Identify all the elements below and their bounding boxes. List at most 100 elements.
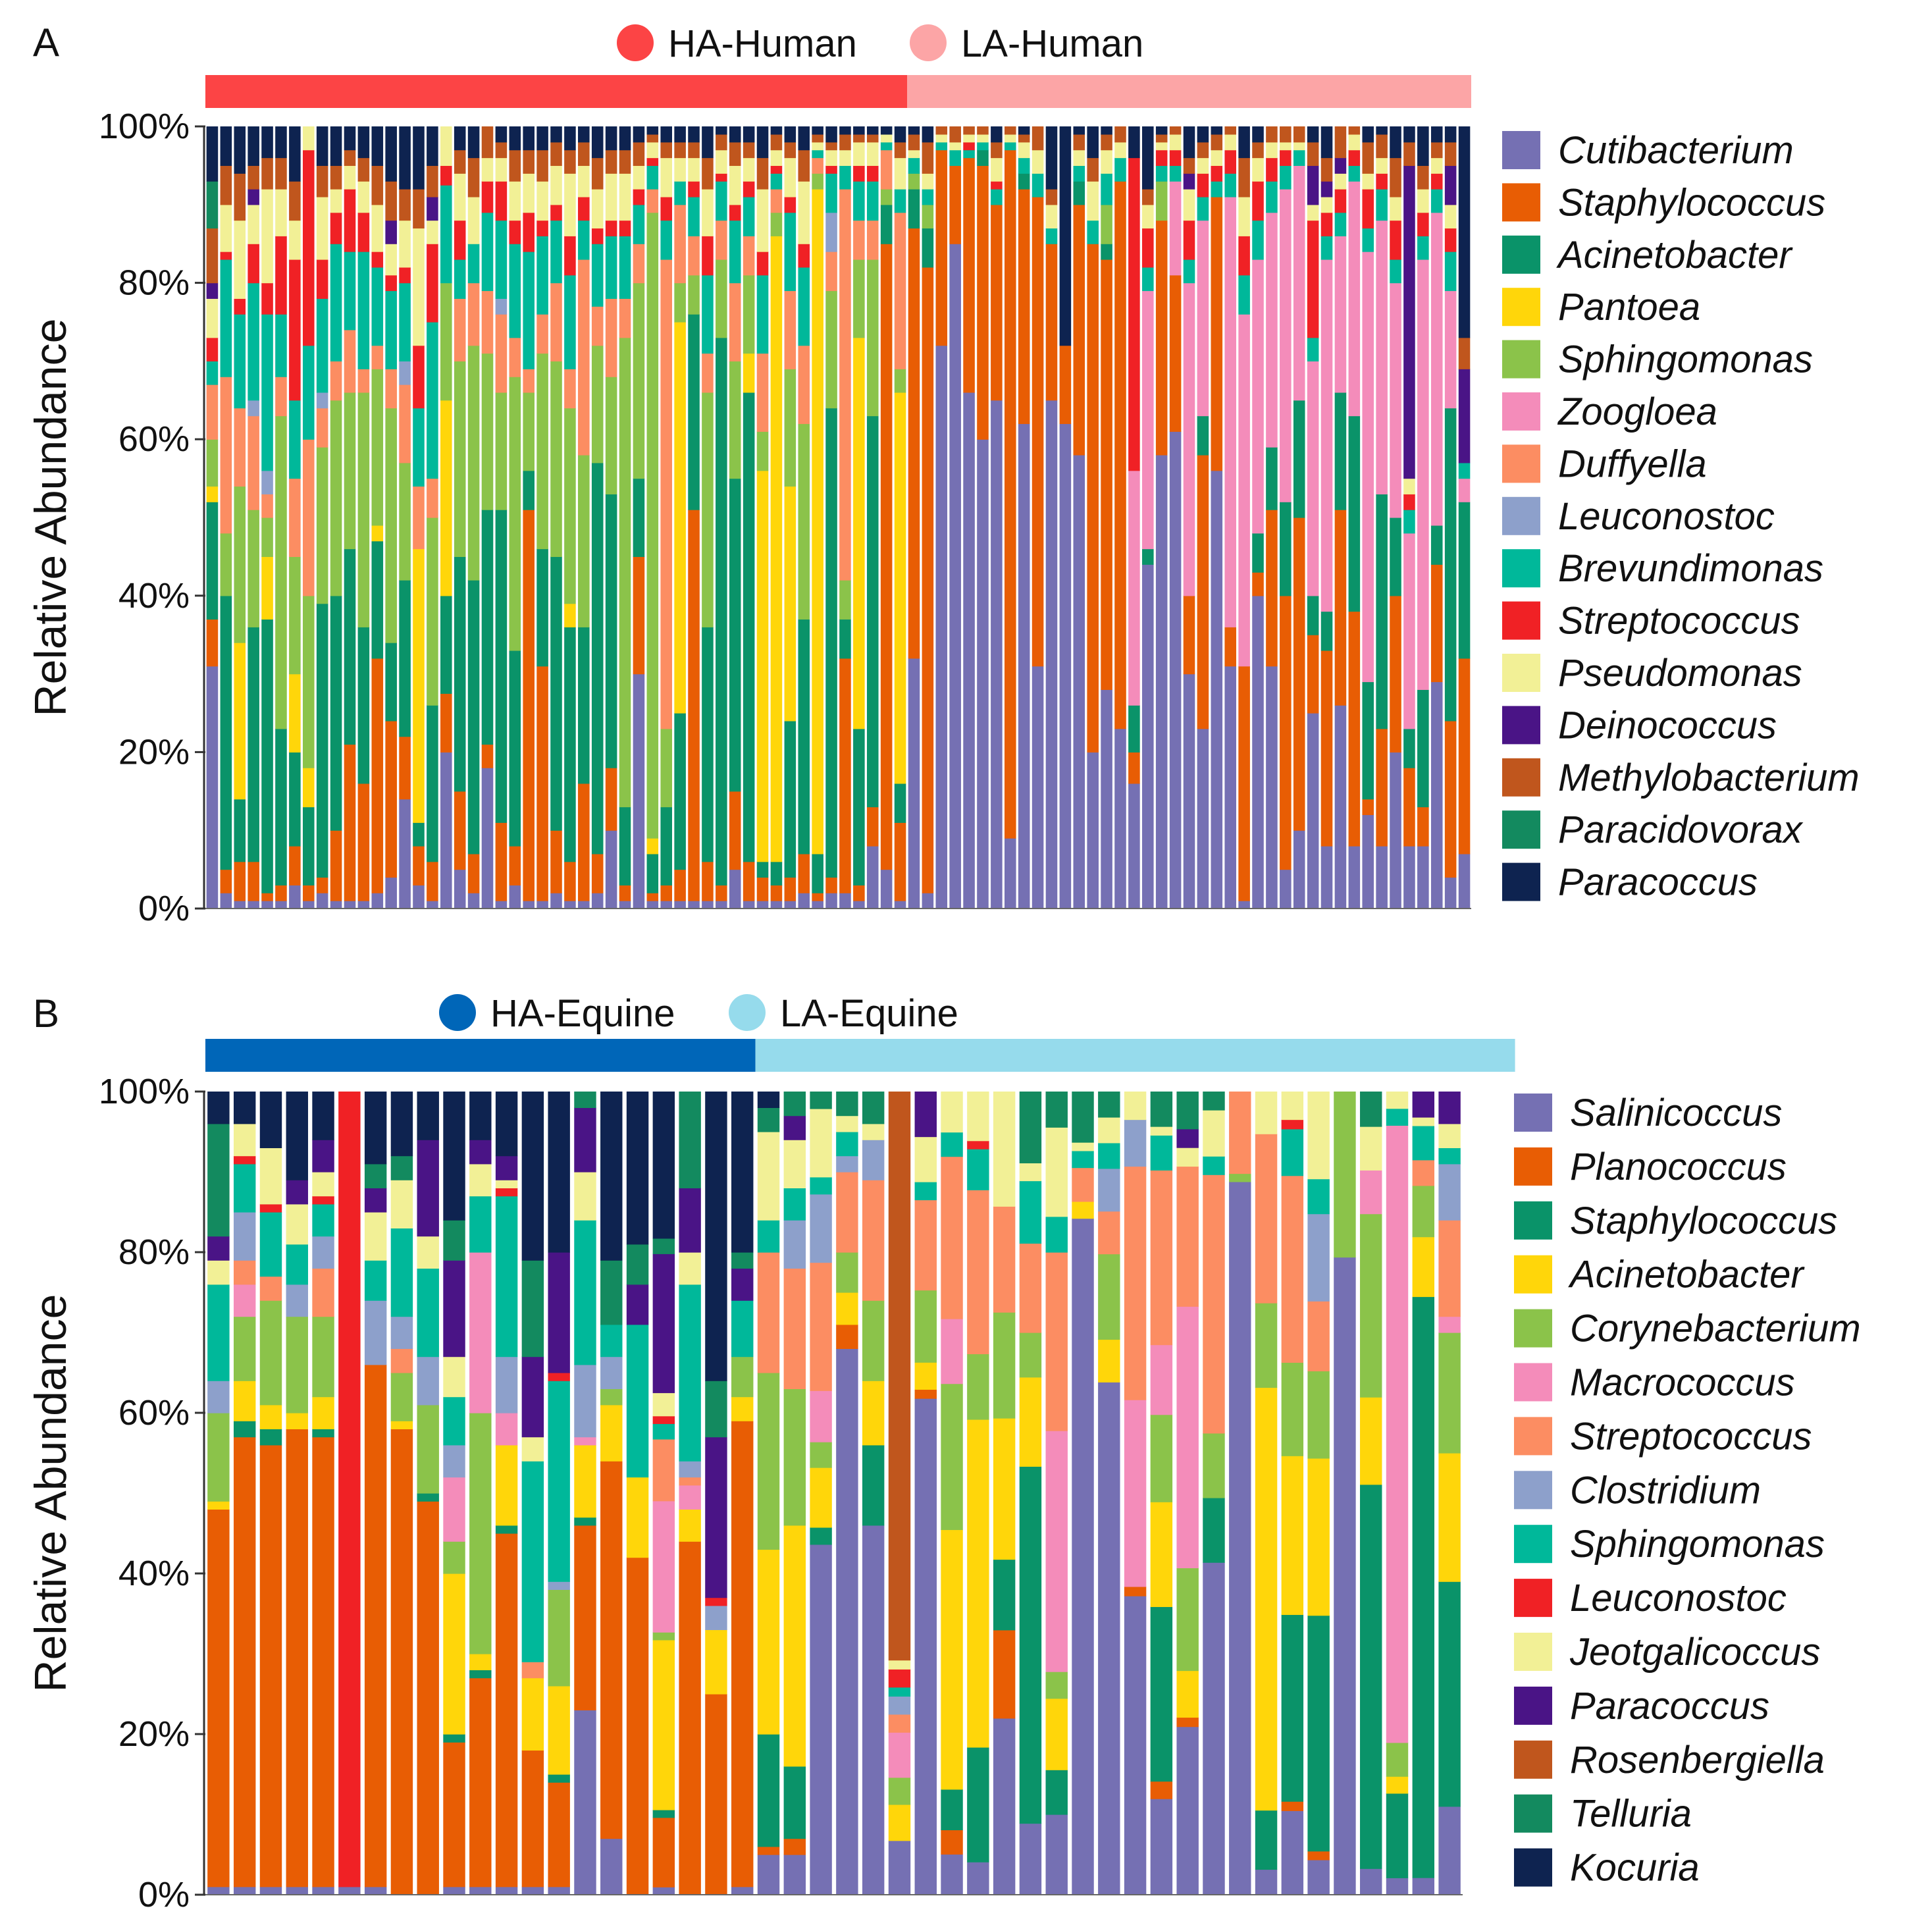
- bar-segment-acinetobacter-sample-86: [1376, 494, 1388, 729]
- bar-segment-paracoccus-sample-41: [756, 126, 769, 159]
- bar-segment-paracoccus-sample-92: [1458, 126, 1471, 338]
- bar-segment-telluria-sample-1: [207, 1123, 230, 1237]
- bar-segment-paracoccus-sample-91: [1444, 126, 1457, 143]
- bar-segment-pseudomonas-sample-91: [1444, 204, 1457, 229]
- bar-segment-staphylococcus-sample-92: [1458, 658, 1471, 855]
- bar-segment-sphingomonas-sample-23: [783, 1188, 806, 1221]
- bar-segment-deinococcus-sample-17: [427, 196, 438, 221]
- bar-segment-sphingomonas-sample-35: [674, 282, 686, 323]
- bar-segment-streptococcus-sample-25: [536, 220, 548, 236]
- bar-segment-methylobacterium-sample-66: [1101, 134, 1112, 151]
- legend-label: Staphylococcus: [1570, 1200, 1837, 1242]
- bar-segment-streptococcus-sample-38: [1176, 1166, 1199, 1307]
- bar-segment-sphingomonas-sample-10: [330, 400, 342, 596]
- bar-segment-streptococcus-sample-74: [1211, 165, 1223, 182]
- bar-segment-corynebacterium-sample-28: [914, 1290, 937, 1363]
- bar-segment-telluria-sample-25: [836, 1092, 858, 1117]
- bar-segment-streptococcus-sample-36: [1124, 1166, 1147, 1400]
- bar-segment-sphingomonas-sample-13: [521, 1461, 544, 1662]
- bar-segment-methylobacterium-sample-4: [248, 165, 259, 190]
- bar-segment-leuconostoc-sample-3: [259, 1203, 282, 1213]
- bar-segment-cutibacterium-sample-62: [1045, 400, 1058, 909]
- bar-segment-streptococcus-sample-30: [605, 220, 617, 236]
- bar-segment-cutibacterium-sample-89: [1417, 845, 1429, 909]
- bar-segment-kocuria-sample-20: [705, 1092, 727, 1381]
- bar-segment-brevundimonas-sample-36: [688, 196, 700, 236]
- bar-segment-acinetobacter-sample-27: [888, 1804, 911, 1841]
- legend-label: Sphingomonas: [1558, 338, 1813, 381]
- bar-segment-pseudomonas-sample-19: [454, 173, 466, 221]
- bar-segment-pseudomonas-sample-70: [1155, 142, 1168, 151]
- bar-segment-streptococcus-sample-42: [770, 165, 783, 174]
- bar-segment-paracoccus-sample-24: [523, 126, 535, 151]
- legend-swatch: [1502, 183, 1540, 222]
- bar-segment-acinetobacter-sample-17: [427, 705, 438, 862]
- bar-segment-pseudomonas-sample-65: [1087, 181, 1099, 221]
- bar-segment-cutibacterium-sample-30: [605, 830, 617, 909]
- bar-segment-duffyella-sample-48: [853, 220, 865, 260]
- bar-segment-sphingomonas-sample-53: [922, 204, 934, 229]
- bar-segment-cutibacterium-sample-44: [798, 893, 810, 909]
- legend-swatch: [1502, 654, 1540, 692]
- bar-segment-staphylococcus-sample-84: [1348, 611, 1361, 847]
- bar-segment-cutibacterium-sample-11: [344, 901, 356, 909]
- bar-segment-pseudomonas-sample-49: [866, 142, 879, 166]
- bar-segment-acinetobacter-sample-32: [633, 478, 645, 557]
- bar-segment-methylobacterium-sample-26: [550, 142, 562, 166]
- bar-segment-staphylococcus-sample-8: [302, 885, 315, 901]
- bar-segment-methylobacterium-sample-91: [1444, 142, 1457, 166]
- bar-segment-sphingomonas-sample-4: [248, 510, 259, 627]
- bar-segment-pseudomonas-sample-71: [1169, 134, 1182, 151]
- bar-segment-brevundimonas-sample-43: [784, 212, 796, 292]
- bar-segment-brevundimonas-sample-74: [1211, 181, 1223, 198]
- bar-segment-paracoccus-sample-3: [234, 126, 246, 174]
- bar-segment-staphylococcus-sample-42: [1281, 1614, 1304, 1802]
- y-tick-label: 20%: [118, 1714, 190, 1754]
- bar-segment-clostridium-sample-5: [312, 1236, 334, 1269]
- bar-segment-cutibacterium-sample-71: [1169, 431, 1182, 909]
- bar-segment-telluria-sample-20: [705, 1381, 727, 1438]
- bar-segment-brevundimonas-sample-41: [756, 275, 769, 354]
- bar-segment-acinetobacter-sample-82: [1320, 611, 1333, 651]
- bar-segment-corynebacterium-sample-37: [1150, 1414, 1173, 1502]
- legend-label: Clostridium: [1570, 1469, 1761, 1512]
- bar-segment-pantoea-sample-40: [743, 353, 755, 393]
- legend-label: Salinicoccus: [1570, 1092, 1782, 1134]
- bar-segment-acinetobacter-sample-13: [521, 1677, 544, 1751]
- bar-segment-acinetobacter-sample-52: [908, 189, 920, 229]
- bar-segment-paracoccus-sample-6: [275, 126, 287, 159]
- bar-segment-telluria-sample-17: [626, 1244, 649, 1285]
- bar-segment-streptococcus-sample-68: [1128, 157, 1140, 471]
- bar-segment-staphylococcus-sample-54: [935, 149, 948, 346]
- bar-segment-paracoccus-sample-38: [716, 126, 727, 135]
- bar-segment-corynebacterium-sample-24: [810, 1442, 832, 1468]
- bar-segment-zoogloea-sample-81: [1307, 361, 1319, 596]
- bar-segment-streptococcus-sample-79: [1280, 149, 1292, 166]
- bar-segment-jeotgalicoccus-sample-26: [862, 1123, 885, 1140]
- bar-segment-brevundimonas-sample-35: [674, 181, 686, 205]
- bar-segment-methylobacterium-sample-59: [1005, 126, 1016, 135]
- bar-segment-pseudomonas-sample-58: [991, 157, 1003, 182]
- bar-segment-acinetobacter-sample-41: [1255, 1387, 1278, 1811]
- bar-segment-pseudomonas-sample-55: [949, 142, 961, 151]
- bar-segment-sphingomonas-sample-21: [731, 1300, 754, 1358]
- bar-segment-methylobacterium-sample-85: [1362, 142, 1374, 174]
- bar-segment-paracoccus-sample-36: [688, 126, 700, 143]
- bar-segment-cutibacterium-sample-74: [1211, 470, 1223, 909]
- bar-segment-cutibacterium-sample-84: [1348, 845, 1361, 909]
- bar-segment-brevundimonas-sample-58: [991, 189, 1003, 205]
- bar-segment-corynebacterium-sample-35: [1098, 1253, 1120, 1340]
- bar-segment-jeotgalicoccus-sample-28: [914, 1136, 937, 1182]
- bar-segment-clostridium-sample-10: [443, 1444, 465, 1478]
- y-tick-label: 40%: [118, 576, 190, 616]
- bar-segment-pseudomonas-sample-38: [716, 149, 727, 174]
- bar-segment-streptococcus-sample-90: [1430, 173, 1443, 190]
- legend-dot-ha-human: [617, 24, 654, 61]
- bar-segment-streptococcus-sample-33: [1045, 1252, 1068, 1431]
- bar-segment-zoogloea-sample-76: [1238, 314, 1250, 667]
- bar-segment-planococcus-sample-36: [1124, 1586, 1147, 1596]
- bar-segment-pseudomonas-sample-21: [481, 157, 494, 182]
- bar-segment-pantoea-sample-8: [302, 768, 315, 808]
- bar-segment-brevundimonas-sample-21: [481, 212, 494, 292]
- bar-segment-brevundimonas-sample-19: [454, 259, 466, 299]
